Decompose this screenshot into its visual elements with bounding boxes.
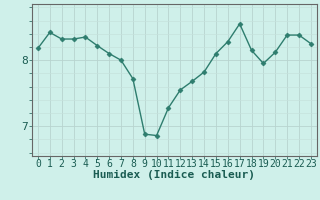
X-axis label: Humidex (Indice chaleur): Humidex (Indice chaleur): [93, 170, 255, 180]
